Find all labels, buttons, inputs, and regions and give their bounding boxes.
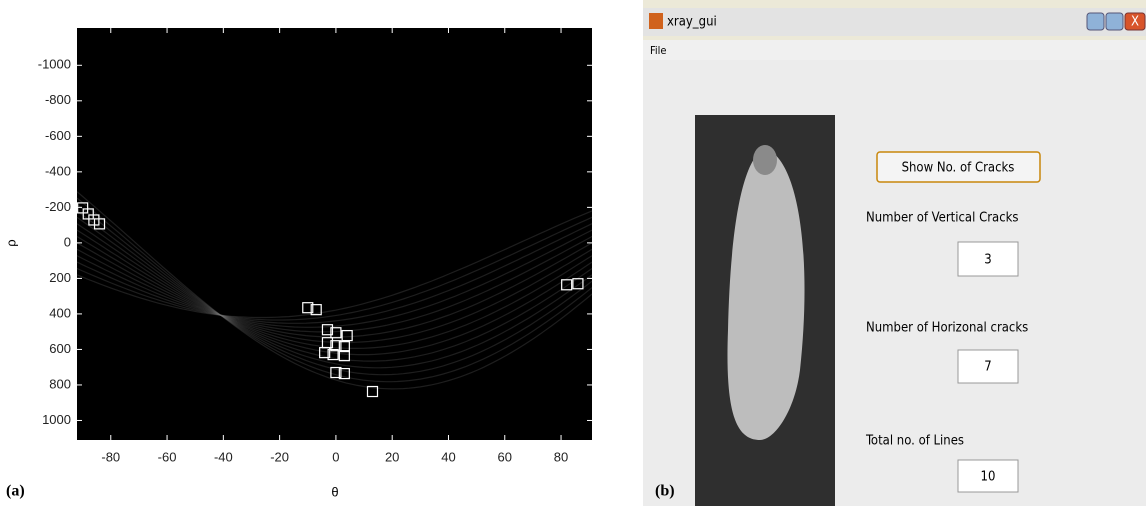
field-value: 3 (984, 253, 991, 268)
x-tick-label: 80 (554, 449, 568, 464)
y-tick-label: -1000 (38, 57, 71, 72)
x-axis-label: θ (331, 484, 338, 499)
x-tick-label: -20 (270, 449, 289, 464)
panel-label: (a) (6, 483, 25, 500)
y-tick-label: 200 (49, 270, 71, 285)
x-tick-label: 0 (332, 449, 339, 464)
title-bar (643, 8, 1146, 36)
button-label: Show No. of Cracks (902, 161, 1015, 176)
x-tick-label: -40 (214, 449, 233, 464)
field-label: Number of Horizonal cracks (866, 321, 1028, 336)
x-tick-label: 60 (498, 449, 512, 464)
y-tick-label: -200 (45, 199, 71, 214)
y-tick-label: 0 (64, 234, 71, 249)
field-value: 7 (984, 360, 991, 375)
y-tick-label: -400 (45, 163, 71, 178)
y-tick-label: -800 (45, 92, 71, 107)
app-icon (649, 13, 663, 29)
panel-label: (b) (655, 483, 675, 500)
field-value: 10 (981, 470, 996, 485)
window-title: xray_gui (667, 15, 717, 30)
field-label: Total no. of Lines (865, 434, 964, 449)
y-tick-label: -600 (45, 128, 71, 143)
x-tick-label: 40 (441, 449, 455, 464)
y-tick-label: 400 (49, 305, 71, 320)
x-tick-label: 20 (385, 449, 399, 464)
y-tick-label: 800 (49, 376, 71, 391)
y-tick-label: 600 (49, 341, 71, 356)
x-tick-label: -80 (101, 449, 120, 464)
menu-item[interactable]: File (650, 44, 666, 57)
figure: θ ρ (a) xray_gui X File Show No. of Crac… (0, 0, 1146, 506)
y-axis-label: ρ (3, 239, 18, 246)
plot-area (77, 28, 592, 440)
y-tick-label: 1000 (42, 412, 71, 427)
field-label: Number of Vertical Cracks (866, 211, 1019, 226)
grain-tip (753, 145, 777, 175)
minimize-button[interactable] (1087, 13, 1104, 30)
close-icon: X (1131, 15, 1139, 30)
maximize-button[interactable] (1106, 13, 1123, 30)
gui-window: xray_gui X File Show No. of Cracks Numbe… (643, 0, 1146, 506)
x-tick-label: -60 (158, 449, 177, 464)
menu-bar (643, 40, 1146, 60)
